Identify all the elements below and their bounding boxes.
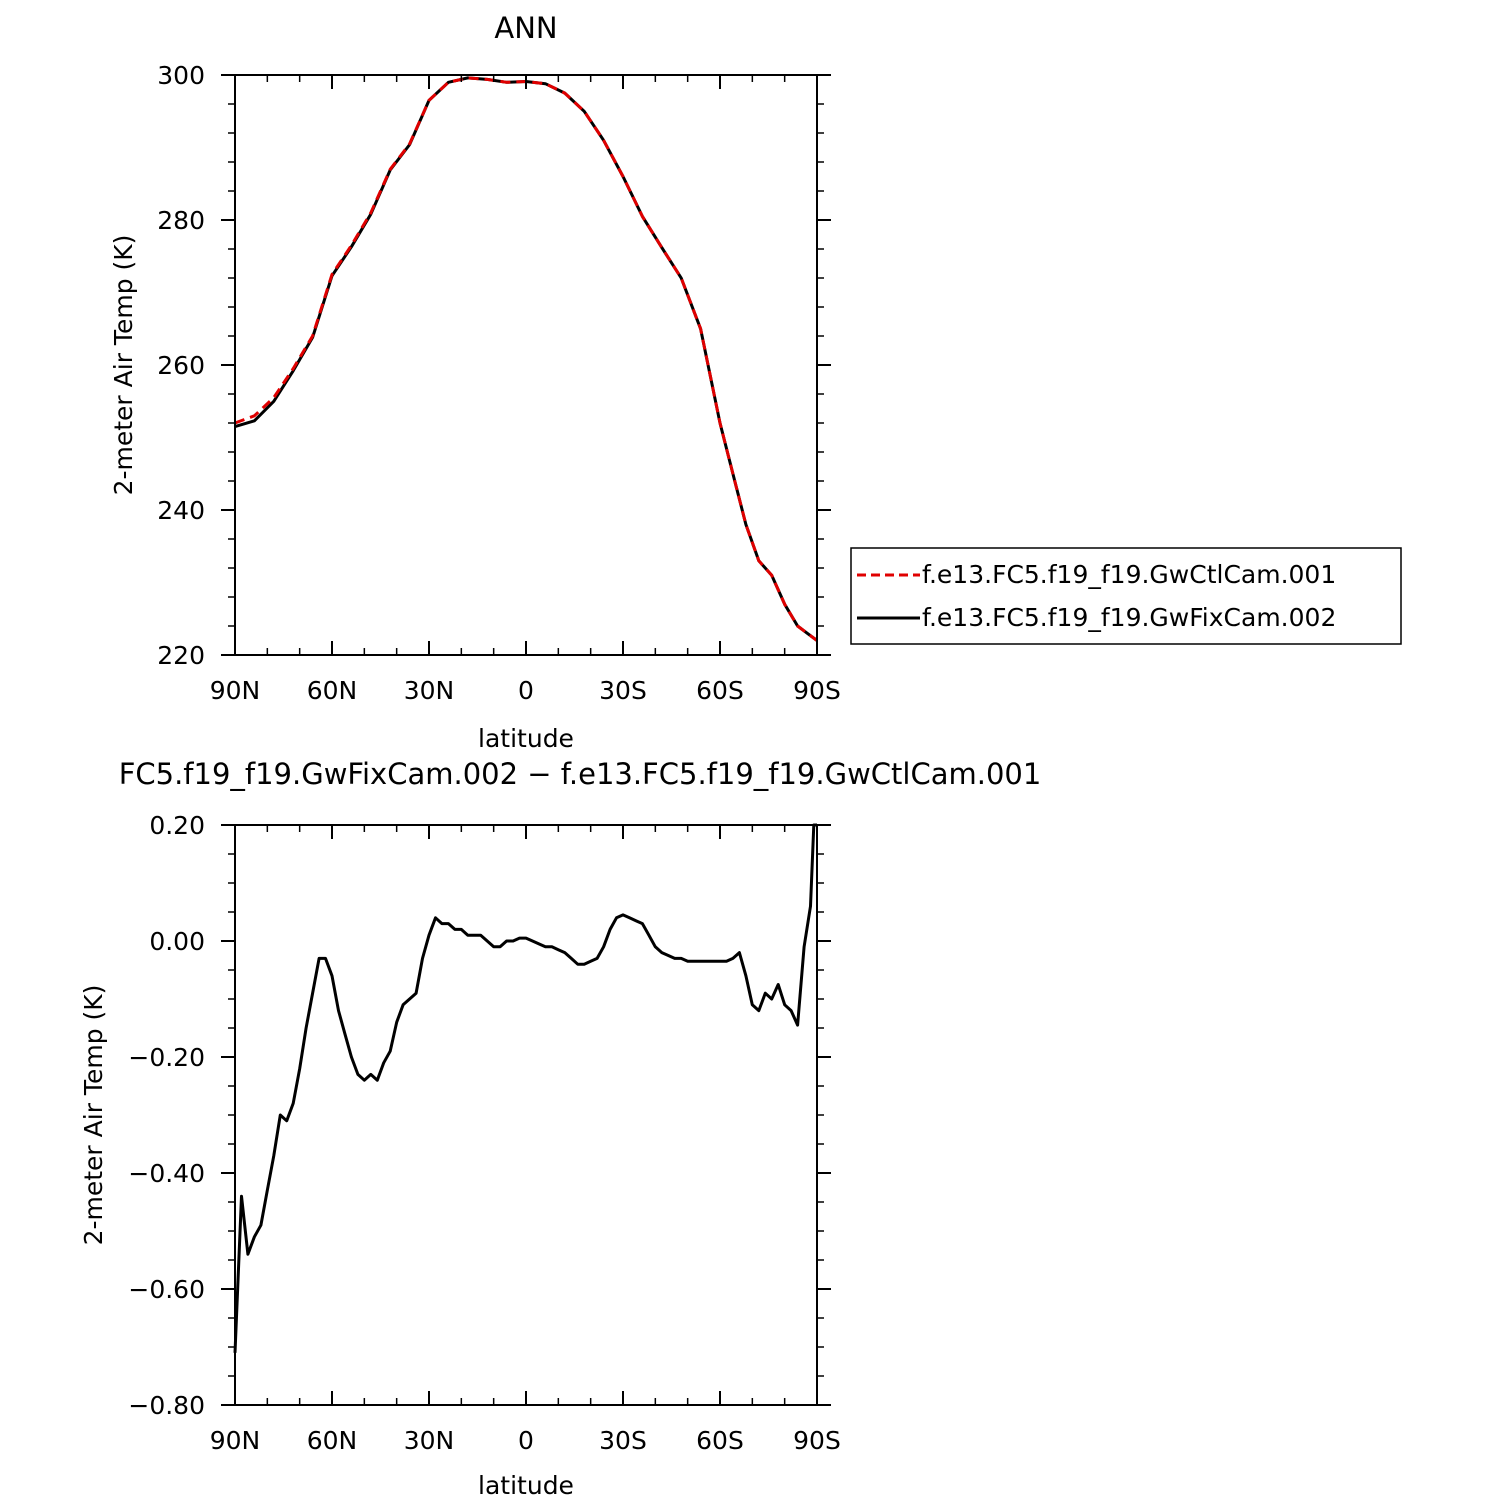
- difference-panel: FC5.f19_f19.GwFixCam.002 − f.e13.FC5.f19…: [79, 757, 1041, 1500]
- x-tick-label: 0: [518, 676, 534, 705]
- x-tick-label: 60N: [307, 676, 358, 705]
- legend: f.e13.FC5.f19_f19.GwCtlCam.001 f.e13.FC5…: [850, 547, 1402, 645]
- y-tick-label: 240: [157, 496, 205, 525]
- y-tick-label: 0.20: [149, 811, 205, 840]
- y-tick-label: −0.40: [128, 1159, 205, 1188]
- x-tick-label: 60N: [307, 1426, 358, 1455]
- plot-frame-diff: [234, 824, 818, 1406]
- series-line-1: [233, 823, 817, 1353]
- x-tick-label: 90S: [793, 1426, 841, 1455]
- x-tick-label: 30N: [404, 676, 455, 705]
- y-axis-label-diff: 2-meter Air Temp (K): [79, 985, 108, 1246]
- temperature-panel: ANN 90N 60N 30N 0 30S 60S 90S 220 240 260 280 300 l…: [109, 11, 1402, 753]
- y-tick-label: −0.60: [128, 1275, 205, 1304]
- y-tick-label: 0.00: [149, 927, 205, 956]
- series-line-1: [234, 76, 818, 642]
- series-line-2: [234, 76, 818, 642]
- y-tick-label: 220: [157, 641, 205, 670]
- chart-title: ANN: [494, 11, 557, 45]
- x-tick-label: 30S: [599, 676, 647, 705]
- y-tick-label: 300: [157, 61, 205, 90]
- x-axis-label: latitude: [478, 724, 574, 753]
- x-tick-label: 90S: [793, 676, 841, 705]
- x-tick-label: 90N: [210, 676, 261, 705]
- y-tick-label: 280: [157, 206, 205, 235]
- y-axis-label: 2-meter Air Temp (K): [109, 235, 138, 496]
- x-tick-label: 90N: [210, 1426, 261, 1455]
- x-tick-label: 0: [518, 1426, 534, 1455]
- y-tick-label: 260: [157, 351, 205, 380]
- legend-box: [850, 547, 1402, 645]
- x-tick-label: 30S: [599, 1426, 647, 1455]
- y-tick-label: −0.80: [128, 1391, 205, 1420]
- legend-label-ctl: f.e13.FC5.f19_f19.GwCtlCam.001: [922, 560, 1336, 589]
- x-axis-label-diff: latitude: [478, 1471, 574, 1500]
- x-tick-label: 30N: [404, 1426, 455, 1455]
- difference-title: FC5.f19_f19.GwFixCam.002 − f.e13.FC5.f19…: [119, 757, 1042, 791]
- y-tick-label: −0.20: [128, 1043, 205, 1072]
- x-tick-label: 60S: [696, 1426, 744, 1455]
- plot-frame: [234, 74, 818, 656]
- legend-label-fix: f.e13.FC5.f19_f19.GwFixCam.002: [922, 603, 1336, 632]
- x-tick-label: 60S: [696, 676, 744, 705]
